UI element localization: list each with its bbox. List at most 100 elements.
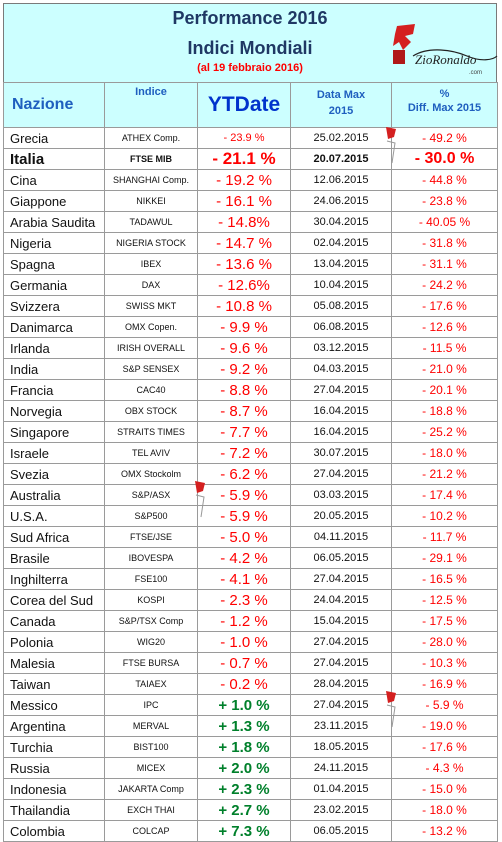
cell-ytd: - 0.7 %	[197, 652, 291, 674]
cell-indice: NIKKEI	[104, 190, 198, 212]
performance-sheet: Performance 2016 Indici Mondiali (al 19 …	[3, 3, 498, 842]
table-row: Russia MICEX + 2.0 % 24.11.2015- 4.3 %	[3, 757, 498, 779]
table-row: Svezia OMX Stockolm - 6.2 % 27.04.2015- 21.…	[3, 463, 498, 485]
cell-nazione: Brasile	[3, 547, 105, 569]
header-data-max-line2: 2015	[328, 105, 354, 117]
cell-data-max: 27.04.2015	[290, 652, 392, 674]
cell-data-max: 04.11.2015	[290, 526, 392, 548]
header-indice: Indice	[104, 82, 198, 128]
cell-diff: - 29.1 %	[391, 547, 498, 569]
page-subtitle: Indici Mondiali	[187, 38, 313, 58]
title-block: Performance 2016 Indici Mondiali (al 19 …	[3, 3, 498, 82]
cell-data-max: 24.04.2015	[290, 589, 392, 611]
cell-indice: IPC	[104, 694, 198, 716]
cell-nazione: Giappone	[3, 190, 105, 212]
header-diff-line1: %	[439, 88, 450, 100]
watermark-icon	[195, 481, 205, 518]
cell-diff: - 19.0 %	[391, 715, 498, 737]
table-row: Giappone NIKKEI - 16.1 % 24.06.2015- 23.8 %	[3, 190, 498, 212]
cell-nazione: Australia	[3, 484, 105, 506]
cell-nazione: Spagna	[3, 253, 105, 275]
cell-nazione: Malesia	[3, 652, 105, 674]
cell-indice: S&P/TSX Comp	[104, 610, 198, 632]
table-row: Australia S&P/ASX - 5.9 % 03.03.2015- 17.4 …	[3, 484, 498, 506]
cell-data-max: 27.04.2015	[290, 463, 392, 485]
cell-indice: BIST100	[104, 736, 198, 758]
cell-data-max: 16.04.2015	[290, 400, 392, 422]
cell-indice: FTSE MIB	[104, 148, 198, 170]
cell-data-max: 13.04.2015	[290, 253, 392, 275]
svg-text:ZioRonaldo: ZioRonaldo	[415, 52, 477, 67]
cell-indice: IBEX	[104, 253, 198, 275]
cell-diff: - 18.8 %	[391, 400, 498, 422]
table-row: Arabia Saudita TADAWUL - 14.8% 30.04.2015- …	[3, 211, 498, 233]
date-note: (al 19 febbraio 2016)	[197, 62, 303, 74]
cell-nazione: Polonia	[3, 631, 105, 653]
cell-ytd: - 5.9 %	[197, 505, 291, 527]
cell-diff: - 49.2 %	[391, 127, 498, 149]
cell-ytd: - 1.2 %	[197, 610, 291, 632]
cell-indice: FSE100	[104, 568, 198, 590]
cell-diff: - 16.5 %	[391, 568, 498, 590]
table-row: India S&P SENSEX - 9.2 % 04.03.2015- 21.0 %	[3, 358, 498, 380]
cell-indice: CAC40	[104, 379, 198, 401]
cell-nazione: Francia	[3, 379, 105, 401]
cell-nazione: Germania	[3, 274, 105, 296]
cell-nazione: Taiwan	[3, 673, 105, 695]
cell-ytd: - 0.2 %	[197, 673, 291, 695]
cell-ytd: - 12.6%	[197, 274, 291, 296]
cell-data-max: 03.03.2015	[290, 484, 392, 506]
cell-ytd: - 4.1 %	[197, 568, 291, 590]
table-row: Colombia COLCAP + 7.3 % 06.05.2015- 13.2 %	[3, 820, 498, 842]
table-row: Grecia ATHEX Comp. - 23.9 % 25.02.2015- 49.…	[3, 127, 498, 149]
cell-data-max: 24.06.2015	[290, 190, 392, 212]
cell-data-max: 27.04.2015	[290, 694, 392, 716]
cell-data-max: 23.11.2015	[290, 715, 392, 737]
cell-nazione: Israele	[3, 442, 105, 464]
cell-indice: OMX Copen.	[104, 316, 198, 338]
cell-nazione: Arabia Saudita	[3, 211, 105, 233]
cell-ytd: - 5.0 %	[197, 526, 291, 548]
cell-ytd: - 4.2 %	[197, 547, 291, 569]
cell-diff: - 25.2 %	[391, 421, 498, 443]
cell-diff: - 21.0 %	[391, 358, 498, 380]
table-row: Israele TEL AVIV - 7.2 % 30.07.2015- 18.0 %	[3, 442, 498, 464]
cell-ytd: + 1.3 %	[197, 715, 291, 737]
cell-indice: IBOVESPA	[104, 547, 198, 569]
cell-nazione: Canada	[3, 610, 105, 632]
header-data-max-line1: Data Max	[316, 89, 366, 101]
cell-data-max: 27.04.2015	[290, 568, 392, 590]
table-row: Cina SHANGHAI Comp. - 19.2 % 12.06.2015- 44…	[3, 169, 498, 191]
cell-indice: EXCH THAI	[104, 799, 198, 821]
cell-data-max: 06.08.2015	[290, 316, 392, 338]
cell-data-max: 30.04.2015	[290, 211, 392, 233]
cell-ytd: + 7.3 %	[197, 820, 291, 842]
cell-ytd: - 9.6 %	[197, 337, 291, 359]
cell-ytd: - 6.2 %	[197, 463, 291, 485]
cell-ytd: + 1.0 %	[197, 694, 291, 716]
header-data-max: Data Max 2015	[290, 82, 392, 128]
cell-ytd: - 8.8 %	[197, 379, 291, 401]
cell-indice: SHANGHAI Comp.	[104, 169, 198, 191]
cell-ytd: - 9.2 %	[197, 358, 291, 380]
header-diff-line2: Diff. Max 2015	[407, 102, 482, 114]
cell-data-max: 15.04.2015	[290, 610, 392, 632]
cell-data-max: 28.04.2015	[290, 673, 392, 695]
cell-diff: - 24.2 %	[391, 274, 498, 296]
table-row: Italia FTSE MIB - 21.1 % 20.07.2015- 30.0 %	[3, 148, 498, 170]
cell-indice: SWISS MKT	[104, 295, 198, 317]
cell-indice: NIGERIA STOCK	[104, 232, 198, 254]
table-row: Thailandia EXCH THAI + 2.7 % 23.02.2015- 18…	[3, 799, 498, 821]
cell-data-max: 01.04.2015	[290, 778, 392, 800]
cell-ytd: + 2.3 %	[197, 778, 291, 800]
table-row: Danimarca OMX Copen. - 9.9 % 06.08.2015- 12…	[3, 316, 498, 338]
cell-ytd: - 14.7 %	[197, 232, 291, 254]
cell-indice: MERVAL	[104, 715, 198, 737]
cell-ytd: - 23.9 %	[197, 127, 291, 149]
cell-diff: - 13.2 %	[391, 820, 498, 842]
cell-indice: OMX Stockolm	[104, 463, 198, 485]
watermark-icon	[386, 691, 396, 728]
cell-nazione: Norvegia	[3, 400, 105, 422]
cell-diff: - 23.8 %	[391, 190, 498, 212]
cell-ytd: - 13.6 %	[197, 253, 291, 275]
